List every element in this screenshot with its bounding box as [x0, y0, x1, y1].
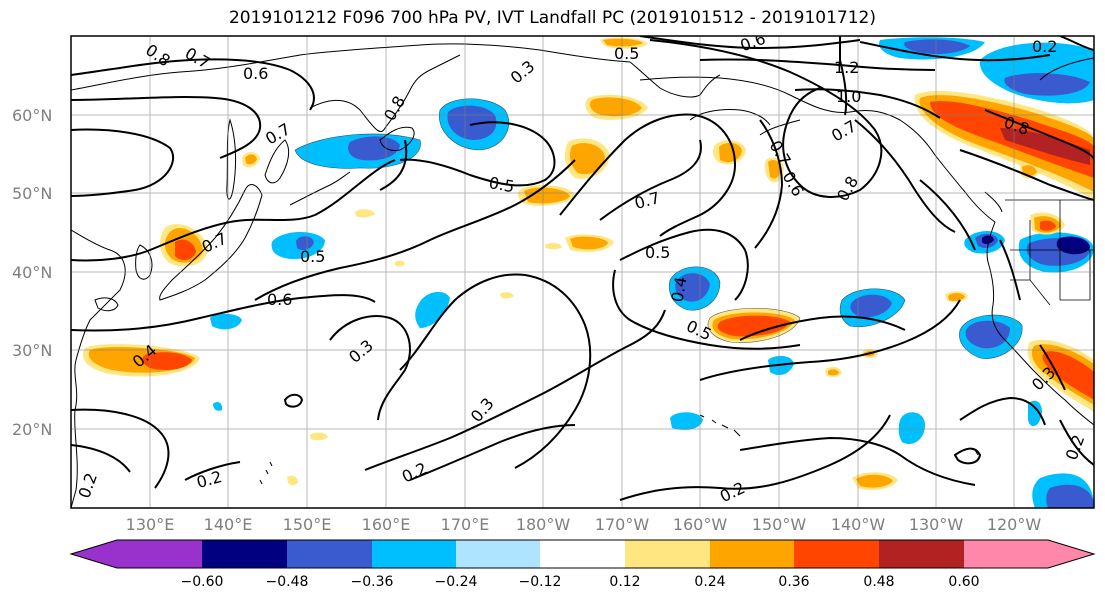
contour-label: 1.0 — [836, 87, 861, 106]
contour-label: 0.5 — [487, 173, 515, 196]
lon-label: 150°E — [283, 515, 332, 534]
colorbar-bin — [287, 540, 372, 568]
colorbar-tick-label: 0.12 — [609, 574, 640, 590]
colorbar-tick-label: −0.24 — [435, 574, 478, 590]
colorbar-bin — [202, 540, 287, 568]
lon-label: 170°W — [595, 515, 650, 534]
colorbar-bin — [964, 540, 1094, 568]
coastlines — [71, 43, 1094, 508]
contour-label: 0.6 — [267, 290, 292, 309]
lat-label: 20°N — [12, 420, 52, 439]
lat-label: 50°N — [12, 184, 52, 203]
colorbar-tick-label: −0.48 — [266, 574, 309, 590]
colorbar-bin — [540, 540, 625, 568]
colorbar-tick-label: −0.60 — [181, 574, 224, 590]
state-borders — [1005, 199, 1094, 306]
colorbar-tick-label: 0.36 — [778, 574, 809, 590]
lon-label: 140°E — [204, 515, 253, 534]
contour-label: 0.5 — [645, 243, 670, 262]
colorbar-bin — [456, 540, 540, 568]
colorbar-bin — [71, 540, 202, 568]
lat-label: 30°N — [12, 341, 52, 360]
colorbar-tick-label: 0.48 — [863, 574, 894, 590]
colorbar: −0.60 −0.48 −0.36 −0.24 −0.12 0.12 0.24 … — [69, 539, 1096, 590]
lon-label: 160°W — [673, 515, 728, 534]
latitude-labels: 60°N 50°N 40°N 30°N 20°N — [12, 106, 52, 439]
longitude-labels: 130°E 140°E 150°E 160°E 170°E 180°W 170°… — [126, 515, 1042, 534]
lat-label: 60°N — [12, 106, 52, 125]
colorbar-bin — [625, 540, 710, 568]
colorbar-tick-label: 0.24 — [694, 574, 725, 590]
contour-label: 0.2 — [1032, 37, 1057, 56]
colorbar-tick-label: 0.60 — [948, 574, 979, 590]
lon-label: 170°E — [441, 515, 490, 534]
colorbar-bin — [372, 540, 456, 568]
contour-label: 0.4 — [667, 275, 690, 303]
lon-label: 130°W — [909, 515, 964, 534]
colorbar-tick-label: −0.12 — [519, 574, 562, 590]
lon-label: 130°E — [126, 515, 175, 534]
map-title: 2019101212 F096 700 hPa PV, IVT Landfall… — [228, 8, 876, 28]
map-frame — [70, 35, 1095, 509]
contour-label: 1.2 — [834, 58, 859, 77]
contour-label: 0.6 — [243, 64, 268, 83]
colorbar-bin — [879, 540, 964, 568]
pv-contours — [71, 36, 1094, 501]
lon-label: 180°W — [516, 515, 571, 534]
colorbar-bin — [710, 540, 794, 568]
lon-label: 140°W — [831, 515, 886, 534]
contour-label: 0.5 — [300, 247, 325, 266]
contour-label: 0.5 — [614, 44, 639, 63]
lon-label: 160°E — [362, 515, 411, 534]
lon-label: 120°W — [987, 515, 1042, 534]
colorbar-bin — [794, 540, 879, 568]
lat-label: 40°N — [12, 263, 52, 282]
colorbar-tick-label: −0.36 — [351, 574, 394, 590]
lon-label: 150°W — [752, 515, 807, 534]
